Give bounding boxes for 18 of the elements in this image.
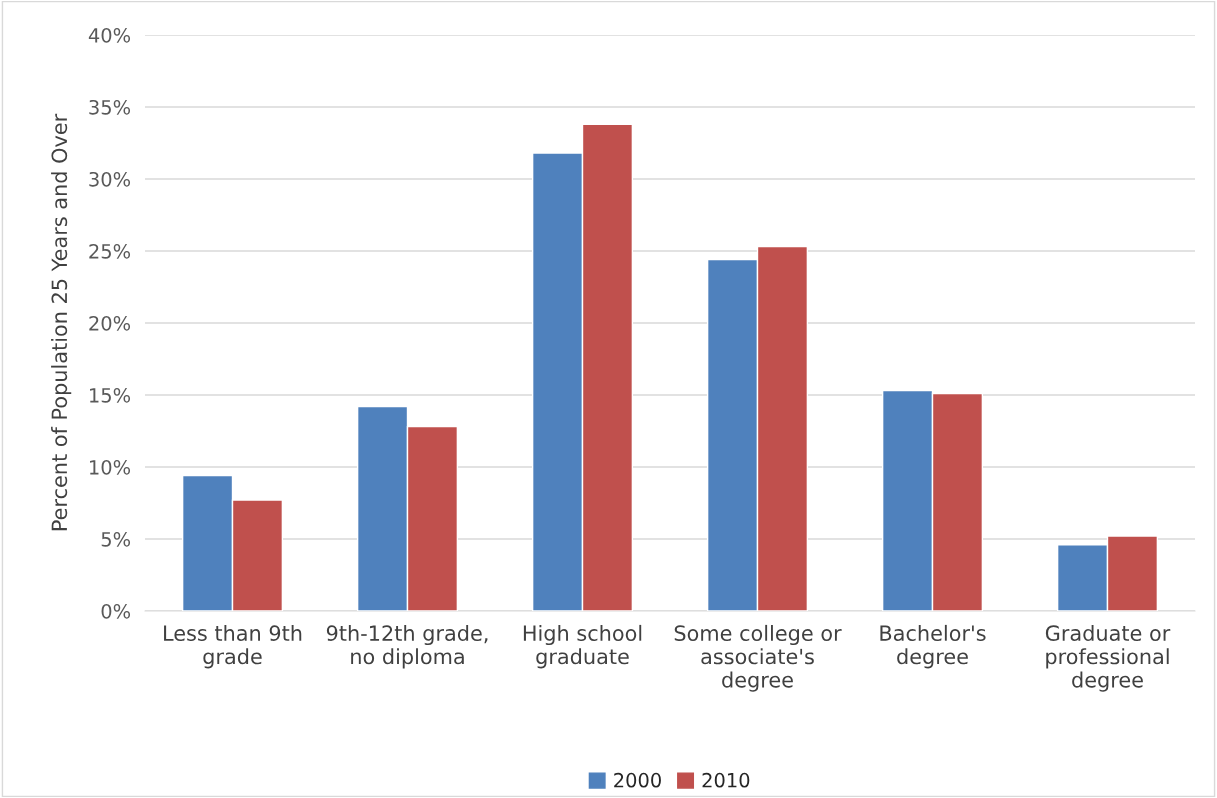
y-axis-title: Percent of Population 25 Years and Over: [51, 113, 72, 531]
y-tick-label: 30%: [89, 171, 131, 187]
y-tick-label: 0%: [101, 603, 131, 619]
x-tick-label: Some college or associate's degree: [674, 624, 842, 692]
x-tick-label: Graduate or professional degree: [1045, 624, 1171, 692]
x-tick-label: Less than 9th grade: [164, 624, 302, 669]
y-tick-label: 15%: [90, 387, 131, 403]
legend-label: 2000: [614, 772, 661, 788]
y-tick-label: 35%: [89, 99, 131, 115]
x-tick-label: Bachelor's degree: [880, 624, 986, 669]
legend-label: 2010: [702, 772, 750, 788]
y-tick-label: 10%: [90, 459, 131, 475]
x-tick-label: High school graduate: [523, 624, 642, 669]
y-tick-label: 20%: [89, 315, 131, 331]
x-tick-label: 9th-12th grade, no diploma: [326, 624, 488, 669]
y-tick-label: 25%: [89, 243, 131, 259]
y-tick-label: 5%: [101, 531, 131, 547]
y-tick-label: 40%: [88, 27, 131, 43]
